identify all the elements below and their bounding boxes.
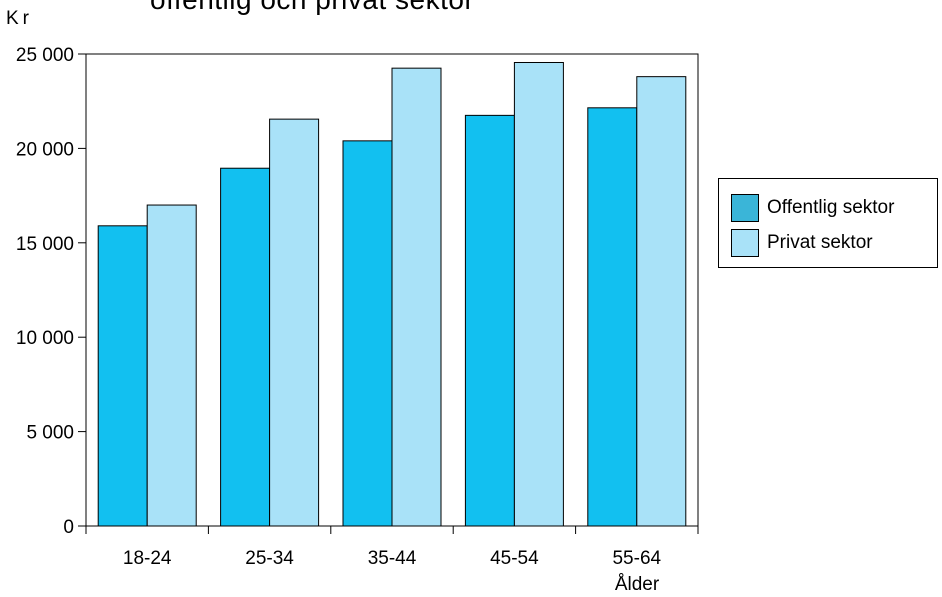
y-axis-label: Kr xyxy=(6,8,33,29)
bar-privat-35-44 xyxy=(391,67,442,527)
y-tick-label: 25 000 xyxy=(16,45,74,66)
legend-swatch-offentlig xyxy=(731,194,759,222)
bar-privat-18-24 xyxy=(146,204,197,527)
y-tick-label: 0 xyxy=(63,517,74,538)
legend-label-privat: Privat sektor xyxy=(767,232,873,253)
legend: Offentlig sektor Privat sektor xyxy=(718,178,938,268)
y-tick-label: 5 000 xyxy=(26,423,74,444)
plot-frame xyxy=(85,53,699,527)
legend-swatch-privat xyxy=(731,229,759,257)
bar-privat-45-54 xyxy=(513,61,564,527)
x-tick-label: 55-64 xyxy=(612,548,661,569)
chart-title: offentlig och privat sektor xyxy=(150,0,474,16)
y-tick-label: 15 000 xyxy=(16,234,74,255)
x-tick-label: 45-54 xyxy=(490,548,539,569)
bar-offentlig-35-44 xyxy=(342,140,393,527)
bar-offentlig-45-54 xyxy=(464,114,515,527)
y-tick-label: 10 000 xyxy=(16,328,74,349)
bar-offentlig-25-34 xyxy=(220,167,271,527)
bar-offentlig-55-64 xyxy=(587,107,638,527)
legend-item-offentlig: Offentlig sektor xyxy=(731,194,894,222)
x-tick-label: 35-44 xyxy=(368,548,417,569)
y-tick-label: 20 000 xyxy=(16,139,74,160)
bar-privat-55-64 xyxy=(636,76,687,527)
bar-privat-25-34 xyxy=(269,118,320,527)
x-tick-label: 25-34 xyxy=(245,548,294,569)
bar-offentlig-18-24 xyxy=(97,225,148,527)
x-tick-label: 18-24 xyxy=(123,548,172,569)
legend-label-offentlig: Offentlig sektor xyxy=(767,197,895,218)
x-axis-label: Ålder xyxy=(615,574,660,595)
legend-item-privat: Privat sektor xyxy=(731,229,873,257)
